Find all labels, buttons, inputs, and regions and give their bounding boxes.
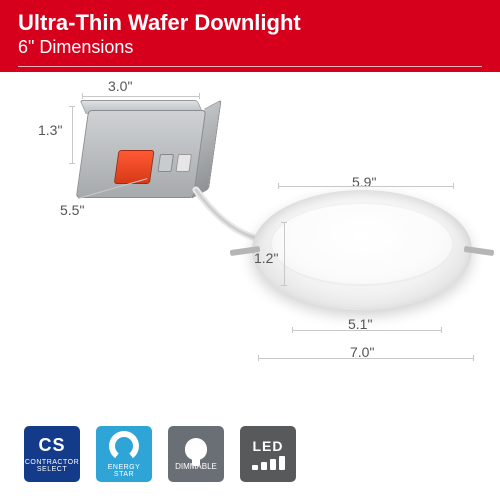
header-divider xyxy=(18,66,482,67)
led-bars-icon xyxy=(252,456,285,470)
product-title: Ultra-Thin Wafer Downlight xyxy=(18,10,482,36)
energy-star-icon xyxy=(109,431,139,461)
dim-box-width: 3.0" xyxy=(108,78,132,94)
junction-box xyxy=(76,110,206,198)
selector-switch xyxy=(114,150,155,184)
downlight-disc xyxy=(252,190,472,310)
badge-row: CS CONTRACTOR SELECT ENERGY STAR DIMMABL… xyxy=(24,426,296,482)
dim-lead: 5.9" xyxy=(352,174,376,190)
badge-cs-sub: CONTRACTOR SELECT xyxy=(25,459,79,473)
dim-box-depth: 5.5" xyxy=(60,202,84,218)
product-subtitle: 6" Dimensions xyxy=(18,36,482,59)
badge-dimmable: DIMMABLE xyxy=(168,426,224,482)
badge-energy-sub: ENERGY STAR xyxy=(100,464,148,478)
badge-led: LED xyxy=(240,426,296,482)
badge-led-label: LED xyxy=(253,438,284,454)
badge-cs-label: CS xyxy=(38,435,65,456)
diagram-stage: 3.0" 1.3" 5.5" 5.9" 1.2" 5.1" 7.0" xyxy=(0,72,500,412)
badge-energy-star: ENERGY STAR xyxy=(96,426,152,482)
badge-cs: CS CONTRACTOR SELECT xyxy=(24,426,80,482)
dim-thickness: 1.2" xyxy=(254,250,278,266)
dim-box-height: 1.3" xyxy=(38,122,62,138)
bulb-icon xyxy=(185,438,207,460)
header-bar: Ultra-Thin Wafer Downlight 6" Dimensions xyxy=(0,0,500,72)
